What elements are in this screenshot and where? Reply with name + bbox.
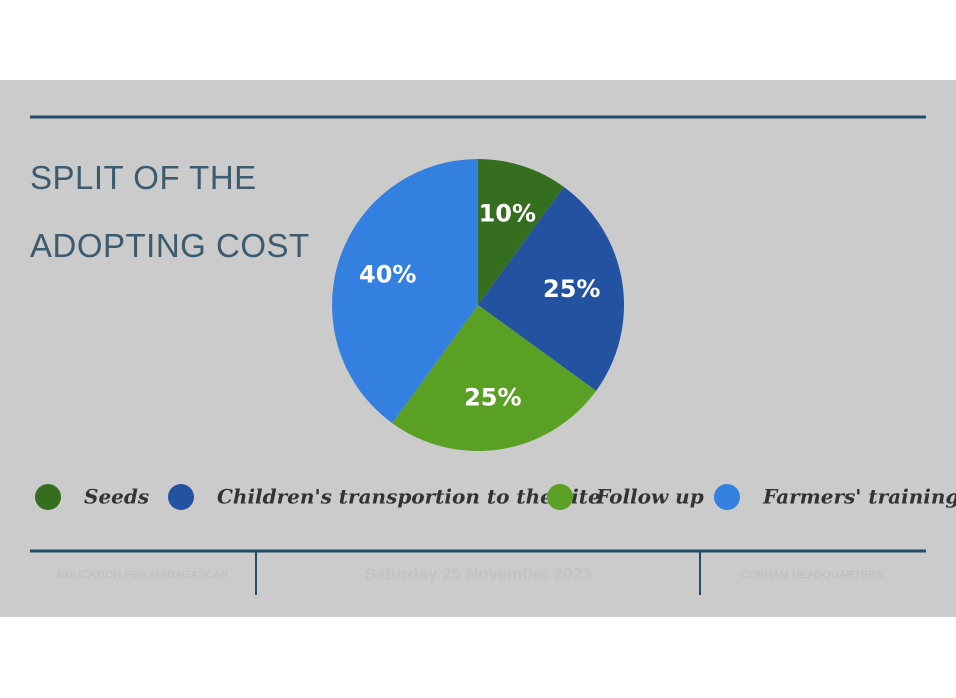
pie-slice [332,159,478,424]
legend-label: Children's transportion to the site [217,485,601,509]
slice-label: 25% [464,384,521,412]
legend-label: Farmers' training [762,485,956,509]
footer-date: Saturday 25 November 2023 [365,564,592,583]
legend-label: Follow up [595,485,704,509]
footer-left: EDUCATION FOR MADAGASCAR [57,569,229,581]
legend-swatch [35,484,61,510]
legend-swatch [714,484,740,510]
footer-right: COBHAM HEADQUARTERS [741,569,884,581]
chart-title: SPLIT OF THE ADOPTING COST [30,159,310,264]
pie-slice [478,159,564,305]
slice-label: 25% [543,275,600,303]
legend-swatch [168,484,194,510]
slice-label: 40% [359,261,416,289]
legend-swatch [547,484,573,510]
pie-slice [478,186,624,391]
slice-label: 10% [479,200,536,228]
legend-label: Seeds [84,485,149,509]
pie-slice [392,305,597,451]
